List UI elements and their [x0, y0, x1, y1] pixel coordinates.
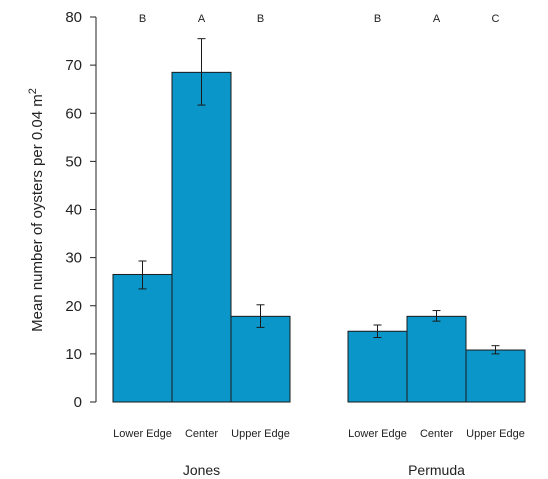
significance-letter: C — [492, 13, 500, 25]
group-label: Jones — [183, 462, 220, 478]
bar — [347, 330, 408, 403]
bars — [112, 38, 526, 403]
significance-letter: B — [139, 13, 146, 25]
group-label: Permuda — [408, 462, 465, 478]
category-label: Center — [420, 428, 453, 440]
y-tick-label: 70 — [65, 57, 82, 74]
significance-letter: A — [433, 13, 441, 25]
bar — [406, 315, 467, 403]
y-axis-title: Mean number of oysters per 0.04 m2 — [27, 88, 46, 332]
y-tick-label: 10 — [65, 346, 82, 363]
y-tick-label: 40 — [65, 202, 82, 219]
significance-letter: B — [257, 13, 264, 25]
category-label: Center — [185, 428, 218, 440]
category-label: Lower Edge — [348, 428, 407, 440]
y-axis: 0 10 20 30 40 50 60 70 80 — [65, 9, 97, 411]
y-tick-label: 60 — [65, 105, 82, 122]
significance-letter: A — [198, 13, 206, 25]
y-tick-label: 0 — [74, 394, 82, 411]
bar — [230, 315, 291, 403]
y-tick-label: 50 — [65, 153, 82, 170]
bar — [112, 273, 173, 403]
y-tick-label: 30 — [65, 250, 82, 267]
y-tick-label: 80 — [65, 9, 82, 26]
significance-letter: B — [374, 13, 381, 25]
bar — [171, 71, 232, 403]
category-label: Lower Edge — [113, 428, 172, 440]
category-label: Upper Edge — [466, 428, 525, 440]
category-label: Upper Edge — [231, 428, 290, 440]
y-tick-label: 20 — [65, 298, 82, 315]
labels: B Lower Edge A Center B Upper Edge Jones B Lower… — [113, 13, 525, 478]
bar — [465, 349, 526, 403]
